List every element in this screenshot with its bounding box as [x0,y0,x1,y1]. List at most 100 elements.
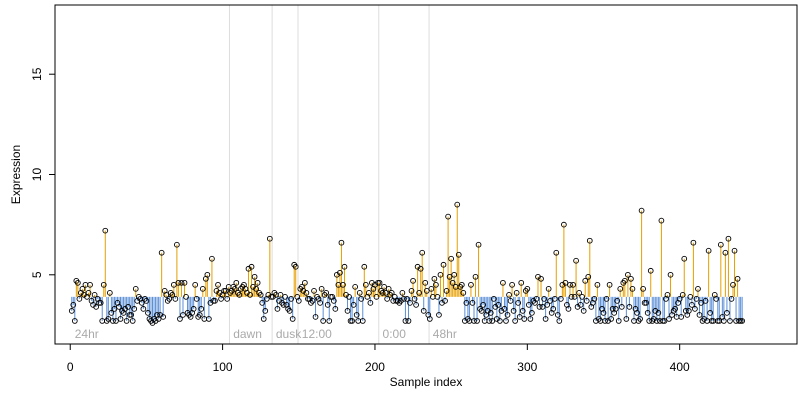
data-point [253,285,259,292]
data-point [625,271,631,278]
data-point [356,289,363,296]
data-point [471,318,477,324]
data-point [565,306,572,312]
data-point [653,318,660,324]
data-point [556,318,563,324]
data-point [626,304,633,310]
data-point [614,298,621,304]
data-point [102,227,109,234]
data-point [644,310,651,316]
data-point [330,298,337,304]
data-point [105,316,112,322]
data-point [417,265,424,272]
data-point [487,310,494,316]
data-point [617,285,624,292]
stem-lines [71,204,743,323]
data-point [504,312,511,318]
data-point [721,318,727,324]
data-point [702,298,709,304]
data-point [408,287,415,294]
data-point [629,285,636,292]
data-point [594,281,601,288]
data-point [687,294,694,300]
data-point [634,310,640,316]
data-point [204,271,211,278]
data-point [472,273,479,280]
data-point [340,281,346,288]
data-point [525,302,532,308]
data-point [685,308,692,314]
data-point [131,306,138,312]
data-point [199,285,206,292]
data-point [71,318,78,324]
data-point [413,302,419,308]
data-point [582,277,589,284]
data-point [320,318,327,324]
data-point [224,296,231,302]
data-point [337,269,343,276]
data-point [350,302,357,308]
data-point [460,289,467,296]
data-point [407,300,413,306]
data-point [431,275,438,282]
data-point [87,281,93,288]
data-point [206,316,212,322]
data-point [562,279,569,286]
data-point [132,285,139,292]
data-point [440,261,447,268]
data-point [469,300,476,306]
data-point [661,318,668,324]
data-point [178,279,185,286]
data-point [690,239,697,246]
data-point [655,310,662,316]
data-point [362,281,369,288]
data-point [600,310,607,316]
data-point [405,318,412,324]
data-point [260,316,267,322]
data-point [346,294,352,300]
y-axis-label: Expression [9,145,23,204]
data-point [311,287,317,294]
x-tick-label: 0 [67,360,74,374]
data-point [338,239,345,246]
data-point [222,287,229,294]
data-point [359,318,366,324]
data-point [76,296,83,302]
data-point [326,318,333,324]
data-point [170,281,177,288]
data-point [507,298,514,304]
data-point [529,310,535,316]
data-point [254,279,261,286]
data-point [698,300,704,306]
y-tick-label: 10 [30,168,44,182]
data-point [678,314,685,320]
data-point [553,249,560,256]
data-point [500,279,506,286]
data-point [545,285,552,292]
data-point [111,306,118,312]
data-point [353,312,360,318]
data-point [158,249,165,256]
data-point [658,217,665,224]
data-point [289,316,296,322]
data-point [286,308,293,314]
data-point [647,267,654,274]
data-point [68,308,75,314]
data-point [713,296,720,302]
data-point [571,294,578,300]
data-point [376,279,383,286]
data-point [577,302,584,308]
data-point [667,271,674,278]
data-point [573,257,579,264]
data-point [586,237,593,244]
data-point [323,289,330,296]
x-tick-label: 300 [517,360,537,374]
data-point [519,308,526,314]
segment-label: 48hr [433,327,457,341]
data-point [446,273,453,280]
data-point [554,312,561,318]
data-point [455,251,462,258]
data-point [509,281,515,288]
